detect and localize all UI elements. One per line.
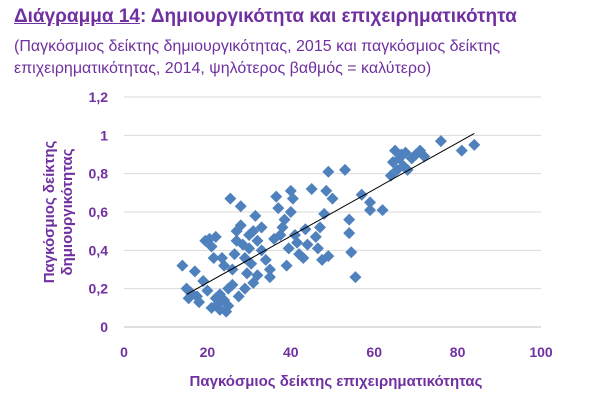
data-point xyxy=(345,246,358,259)
data-point xyxy=(320,184,333,197)
chart-title: Διάγραμμα 14: Δημιουργικότητα και επιχει… xyxy=(14,6,517,28)
trend-line xyxy=(186,132,475,295)
data-point xyxy=(311,242,324,255)
y-axis-label-line: δημιουργικότητας xyxy=(59,148,76,275)
data-point xyxy=(301,238,314,251)
data-point xyxy=(343,213,356,226)
data-point xyxy=(316,253,329,266)
data-point xyxy=(318,207,331,220)
data-point xyxy=(232,290,245,303)
data-point xyxy=(322,250,335,263)
data-point xyxy=(238,252,251,264)
data-point xyxy=(247,225,260,238)
data-point xyxy=(272,202,285,215)
data-point xyxy=(309,230,322,243)
data-point xyxy=(188,265,201,278)
y-tick-label: 1,2 xyxy=(89,89,109,105)
data-point xyxy=(224,192,237,205)
data-point xyxy=(322,165,335,178)
data-point xyxy=(251,269,264,282)
data-point xyxy=(364,204,377,217)
data-point xyxy=(326,192,339,205)
x-tick-label: 0 xyxy=(120,344,128,360)
data-point xyxy=(305,183,318,195)
data-point xyxy=(343,227,356,240)
data-point xyxy=(468,138,481,151)
y-axis-label: Παγκόσμιος δείκτηςδημιουργικότητας xyxy=(41,141,76,284)
data-point xyxy=(176,259,189,272)
data-point xyxy=(313,221,326,234)
x-tick-label: 40 xyxy=(283,344,299,360)
chart-subtitle: (Παγκόσμιος δείκτης δημιουργικότητας, 20… xyxy=(14,38,501,77)
data-point xyxy=(251,234,264,247)
data-point xyxy=(349,271,362,284)
data-point xyxy=(234,200,247,213)
x-tick-label: 20 xyxy=(200,344,216,360)
data-point xyxy=(364,196,377,209)
data-point xyxy=(193,296,206,309)
y-tick-label: 0,8 xyxy=(89,166,109,182)
data-point xyxy=(376,204,389,217)
data-point xyxy=(234,219,247,232)
data-point xyxy=(245,257,258,270)
data-point xyxy=(434,135,447,148)
data-point xyxy=(455,144,468,157)
x-axis-label: Παγκόσμιος δείκτης επιχειρηματικότητας xyxy=(190,373,483,390)
chart-number: Διάγραμμα 14 xyxy=(14,6,140,27)
data-point xyxy=(197,275,210,287)
data-point xyxy=(238,282,251,295)
data-point xyxy=(263,263,276,276)
data-point xyxy=(339,163,352,176)
data-point xyxy=(263,271,276,284)
data-point xyxy=(207,252,220,264)
data-point xyxy=(255,221,268,234)
y-tick-label: 0,2 xyxy=(89,281,109,297)
data-point xyxy=(399,146,412,159)
data-point xyxy=(255,244,268,257)
data-point xyxy=(226,278,239,291)
data-point xyxy=(280,259,293,272)
data-point xyxy=(241,267,254,280)
data-point xyxy=(282,242,295,255)
title-separator: : xyxy=(139,6,147,27)
data-point xyxy=(278,213,291,226)
data-point xyxy=(270,190,283,203)
data-point xyxy=(284,206,297,218)
y-tick-label: 0 xyxy=(100,319,108,335)
x-tick-label: 60 xyxy=(366,344,382,360)
x-tick-label: 100 xyxy=(529,344,553,360)
data-point xyxy=(205,240,218,253)
data-point xyxy=(286,192,299,205)
data-point xyxy=(249,209,262,222)
chart-title-text: Δημιουργικότητα και επιχειρηματικότητα xyxy=(146,6,517,27)
data-point xyxy=(228,248,241,261)
data-point xyxy=(222,299,235,312)
y-tick-label: 0,4 xyxy=(89,242,109,258)
y-tick-label: 1 xyxy=(100,127,108,143)
x-tick-label: 80 xyxy=(450,344,466,360)
data-point xyxy=(259,253,272,266)
y-axis-label-line: Παγκόσμιος δείκτης xyxy=(41,141,58,284)
data-point xyxy=(218,259,231,272)
data-point xyxy=(201,284,214,297)
data-point xyxy=(291,236,304,249)
data-point xyxy=(243,242,256,255)
data-point xyxy=(297,252,310,264)
y-tick-label: 0,6 xyxy=(89,204,109,220)
data-point xyxy=(209,230,222,243)
